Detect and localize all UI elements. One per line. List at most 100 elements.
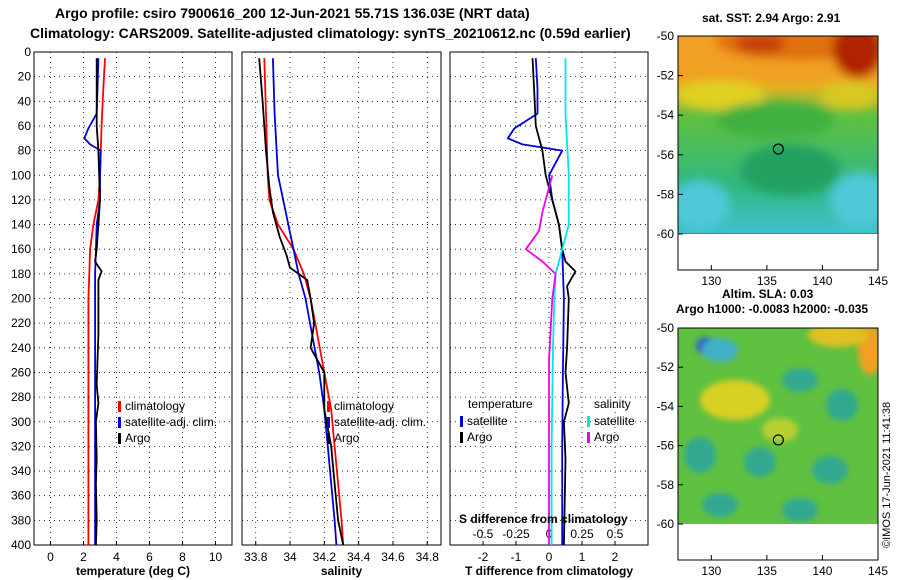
y-tick-label: 80 (18, 144, 32, 158)
series-line-argo (94, 58, 103, 546)
credit-stamp: ©IMOS 17-Jun-2021 11:41:38 (881, 402, 893, 548)
legend-swatch-sal-satellite (587, 416, 590, 427)
map-y-tick-label: -56 (657, 439, 675, 453)
x-tick-label: 34.2 (313, 550, 337, 564)
sla-yellow-2 (762, 418, 798, 442)
x-tick-label: 34 (283, 550, 297, 564)
legend-title-temperature: temperature (468, 397, 533, 411)
series-line-climatology (87, 58, 106, 545)
sst-yellow-patch (678, 80, 765, 110)
legend-swatch-sal-argo (587, 432, 590, 443)
sla-teal-5 (812, 456, 848, 484)
sst-yellow-patch-2 (820, 81, 878, 109)
x-tick-label: 34.6 (381, 550, 405, 564)
y-tick-label: 280 (11, 390, 31, 404)
map-y-tick-label: -54 (657, 399, 675, 413)
x-tick-label: 34.4 (347, 550, 371, 564)
map-x-tick-label: 135 (757, 274, 777, 288)
y-tick-label: 360 (11, 489, 31, 503)
x-tick-label: 10 (209, 550, 223, 564)
legend-label-temp-satellite: satellite (467, 414, 508, 428)
map-y-tick-label: -60 (657, 227, 675, 241)
plot-frame (33, 51, 233, 546)
x-tick-label: 2 (80, 550, 87, 564)
y-tick-label: 200 (11, 292, 31, 306)
sla-map-axes: -50 -52 -54 -56 -58 -60 130 135 140 145 (657, 321, 889, 578)
y-tick-label: 140 (11, 218, 31, 232)
legend-label-satellite: satellite-adj. clim. (125, 415, 217, 429)
series-line-temperature-satellite (506, 58, 565, 545)
y-tick-label: 240 (11, 341, 31, 355)
map-y-tick-label: -56 (657, 148, 675, 162)
plot-frame (241, 51, 442, 546)
sla-teal-2 (826, 389, 858, 421)
x-tick-label: -1 (511, 550, 522, 564)
series-line-argo (258, 58, 345, 546)
sst-dark-green (740, 145, 840, 195)
y-tick-label: 340 (11, 464, 31, 478)
y-tick-label: 380 (11, 513, 31, 527)
y-tick-label: 100 (11, 168, 31, 182)
map-y-tick-label: -52 (657, 69, 675, 83)
sla-teal-7 (782, 498, 818, 522)
x-tick-label: 0 (546, 550, 553, 564)
legend-label-argo: Argo (334, 431, 360, 445)
x-tick-label: 34.8 (416, 550, 440, 564)
sla-map-title-1: Altim. SLA: 0.03 (722, 287, 814, 301)
sst-cyan-patch (678, 180, 730, 230)
series-line-satellite-adj-clim- (272, 58, 338, 546)
s-diff-tick-label: -0.25 (502, 527, 530, 541)
y-tick-label: 120 (11, 193, 31, 207)
legend-label-sal-argo: Argo (594, 430, 620, 444)
sla-map-title-2: Argo h1000: -0.0083 h2000: -0.035 (676, 302, 868, 316)
sst-map (678, 36, 878, 234)
legend-title-salinity: salinity (594, 397, 631, 411)
legend-swatch-argo (327, 433, 330, 444)
y-tick-label: 20 (18, 70, 32, 84)
sla-teal-4 (744, 447, 776, 477)
difference-legend: temperature satellite Argo salinity sate… (460, 397, 635, 444)
x-tick-label: 6 (146, 550, 153, 564)
map-x-tick-label: 140 (812, 274, 832, 288)
x-axis-label: T difference from climatology (465, 564, 633, 578)
legend-swatch-climatology (118, 401, 121, 412)
legend-label-sal-satellite: satellite (594, 414, 635, 428)
x-axis-label: salinity (321, 564, 363, 578)
map-y-tick-label: -58 (657, 187, 675, 201)
map-x-tick-label: 145 (868, 564, 888, 578)
s-diff-axis-label: S difference from climatology (459, 512, 628, 526)
s-diff-tick-label: 0.25 (570, 527, 594, 541)
title-line-2: Climatology: CARS2009. Satellite-adjuste… (30, 25, 631, 41)
map-frame (677, 327, 879, 561)
sst-green-patch (715, 102, 835, 138)
map-y-tick-label: -50 (657, 29, 675, 43)
map-y-tick-label: -58 (657, 478, 675, 492)
y-tick-label: 260 (11, 365, 31, 379)
map-x-tick-label: 135 (757, 564, 777, 578)
sst-map-axes: -50 -52 -54 -56 -58 -60 130 135 140 145 (657, 29, 889, 288)
sst-cyan-patch-2 (830, 172, 878, 228)
legend-label-temp-argo: Argo (467, 430, 493, 444)
x-tick-label: 0 (47, 550, 54, 564)
legend-swatch-climatology (327, 401, 330, 412)
y-tick-label: 0 (24, 45, 31, 59)
legend-swatch-temp-argo (460, 432, 463, 443)
map-x-tick-label: 130 (701, 274, 721, 288)
map-x-tick-label: 130 (701, 564, 721, 578)
y-tick-label: 220 (11, 316, 31, 330)
difference-panel: -2 -1 0 1 2-0.5 -0.25 0 0.25 0.5T difference fro… (449, 51, 649, 578)
y-tick-label: 40 (18, 94, 32, 108)
y-tick-label: 160 (11, 242, 31, 256)
sla-map (678, 328, 878, 524)
x-tick-label: 2 (612, 550, 619, 564)
map-y-tick-label: -52 (657, 360, 675, 374)
x-tick-label: 33.8 (244, 550, 268, 564)
title-line-1: Argo profile: csiro 7900616_200 12-Jun-2… (55, 5, 530, 21)
salinity-panel: 33.8 34 34.2 34.4 34.6 34.8 salinity (241, 51, 442, 578)
map-y-tick-label: -54 (657, 108, 675, 122)
y-tick-label: 180 (11, 267, 31, 281)
salinity-legend: climatology satellite-adj. clim. Argo (327, 399, 426, 445)
sla-cyan-1 (702, 338, 738, 362)
y-tick-label: 320 (11, 439, 31, 453)
